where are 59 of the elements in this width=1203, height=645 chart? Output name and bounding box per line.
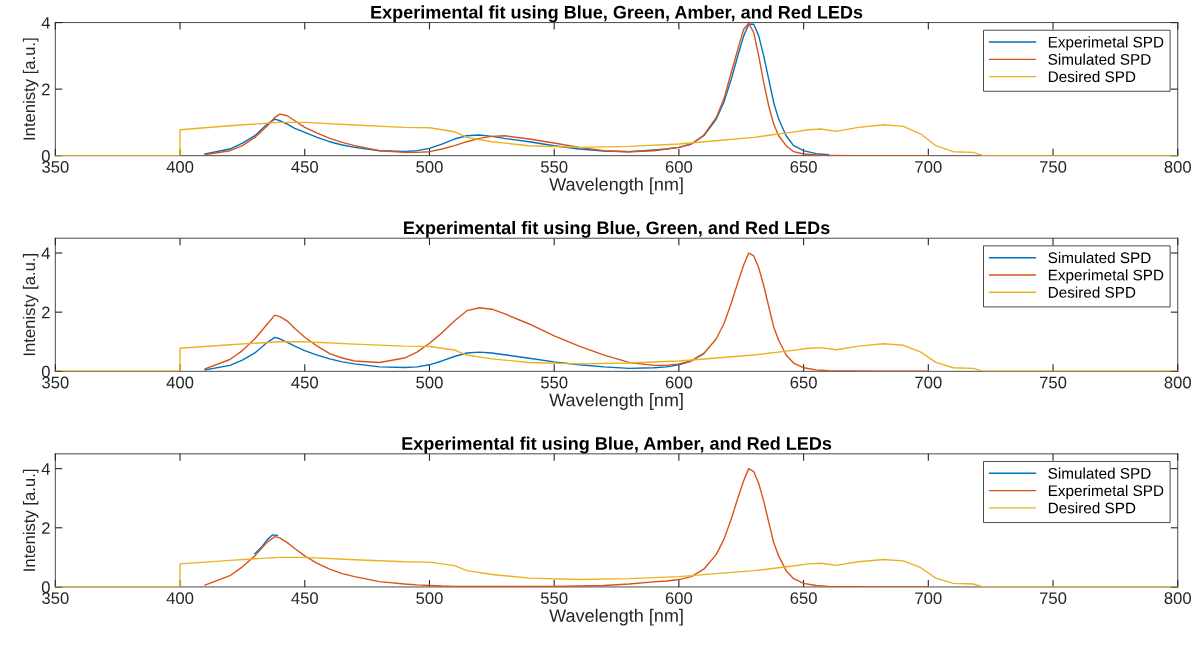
x-axis-title: Wavelength [nm] <box>549 393 683 410</box>
x-tick-label: 500 <box>416 160 443 173</box>
y-tick-label: 2 <box>42 306 50 319</box>
x-axis-title: Wavelength [nm] <box>549 177 683 195</box>
x-tick-label: 400 <box>166 592 194 605</box>
y-axis-title: Intenisty [a.u.] <box>22 469 39 571</box>
x-tick-label: 350 <box>42 592 69 605</box>
legend-label: Experimetal SPD <box>1048 484 1164 500</box>
y-tick-label: 4 <box>41 17 50 29</box>
x-tick-label: 600 <box>665 376 693 389</box>
x-tick-label: 350 <box>42 376 69 389</box>
x-tick-label: 450 <box>291 160 319 173</box>
legend-label: Desired SPD <box>1048 502 1136 514</box>
x-tick-label: 700 <box>915 376 942 389</box>
x-tick-label: 450 <box>291 376 319 389</box>
x-tick-label: 350 <box>42 160 69 173</box>
y-axis-title: Intenisty [a.u.] <box>22 38 39 140</box>
x-tick-label: 400 <box>166 376 194 389</box>
x-tick-label: 650 <box>790 592 817 605</box>
legend-label: Simulated SPD <box>1048 467 1151 479</box>
chart-title: Experimental fit using Blue, Green, and Red LEDs <box>404 220 830 238</box>
y-tick-label: 4 <box>41 247 50 260</box>
legend-label: Experimetal SPD <box>1048 36 1164 51</box>
x-tick-label: 500 <box>416 592 443 605</box>
legend-label: Desired SPD <box>1048 286 1136 298</box>
x-axis-title: Wavelength [nm] <box>549 608 683 626</box>
line-series <box>254 534 279 555</box>
x-tick-label: 600 <box>665 592 693 605</box>
legend-label: Experimetal SPD <box>1048 269 1164 284</box>
x-tick-label: 600 <box>665 160 693 173</box>
y-tick-label: 2 <box>42 83 50 96</box>
y-tick-label: 0 <box>41 150 50 162</box>
y-tick-label: 2 <box>42 522 50 534</box>
x-tick-label: 450 <box>291 592 319 605</box>
x-tick-label: 800 <box>1164 592 1191 605</box>
x-tick-label: 550 <box>540 592 568 605</box>
y-tick-label: 0 <box>41 365 50 378</box>
chart-title: Experimental fit using Blue, Green, Amber, and Red LEDs <box>371 5 863 23</box>
legend-label: Simulated SPD <box>1048 251 1151 264</box>
legend-label: Desired SPD <box>1048 70 1136 83</box>
x-tick-label: 650 <box>790 160 817 173</box>
y-tick-label: 4 <box>41 463 50 475</box>
x-tick-label: 550 <box>540 160 568 173</box>
y-tick-label: 0 <box>41 581 50 594</box>
line-series <box>204 467 930 587</box>
legend-label: Simulated SPD <box>1048 53 1151 65</box>
x-tick-label: 650 <box>790 376 817 389</box>
x-tick-label: 800 <box>1164 376 1191 389</box>
x-tick-label: 400 <box>166 160 194 173</box>
x-tick-label: 800 <box>1164 160 1191 173</box>
x-tick-label: 500 <box>416 376 443 389</box>
x-tick-label: 750 <box>1039 376 1067 389</box>
x-tick-label: 750 <box>1039 592 1067 605</box>
chart-title: Experimental fit using Blue, Amber, and Red LEDs <box>402 436 832 454</box>
x-tick-label: 550 <box>540 376 568 389</box>
y-axis-title: Intenisty [a.u.] <box>22 254 39 356</box>
x-tick-label: 700 <box>915 160 942 173</box>
x-tick-label: 700 <box>915 592 942 605</box>
x-tick-label: 750 <box>1039 160 1067 173</box>
